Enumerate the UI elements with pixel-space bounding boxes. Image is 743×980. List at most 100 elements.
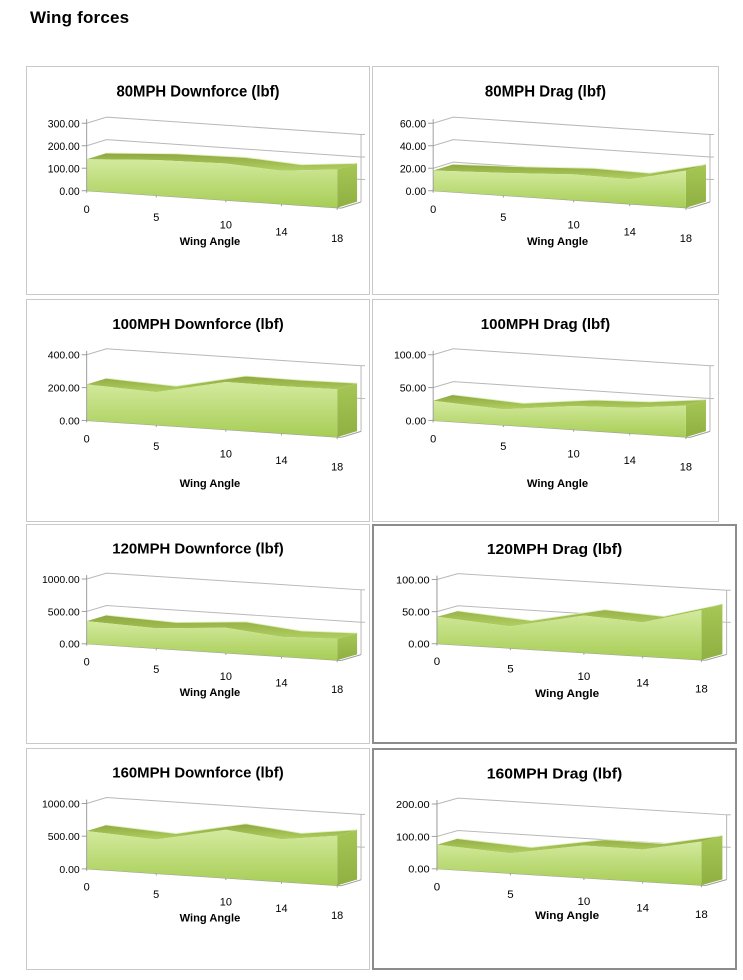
x-axis-depth-edge: [689, 430, 711, 438]
x-axis: [86, 868, 342, 887]
area-top-ribbon: [436, 835, 723, 854]
area-side-face: [701, 835, 723, 886]
y-axis-tick-label: 0.00: [408, 639, 430, 651]
x-axis: [433, 190, 690, 209]
chart-title: 100MPH Downforce (lbf): [112, 316, 283, 333]
y-axis-tick-label: 200.00: [48, 141, 80, 153]
y-axis-tick-label: 0.00: [59, 416, 79, 427]
x-axis-title: Wing Angle: [180, 687, 241, 699]
x-axis-depth-edge: [341, 430, 362, 438]
gridline: [436, 573, 727, 591]
y-axis-tick-label: 20.00: [400, 163, 426, 175]
chart-panel-100mph-drag-lbf: 100MPH Drag (lbf) 100.00 50.00 0.00 0 5 10 14 18…: [372, 299, 719, 522]
area-side-face: [337, 633, 358, 661]
chart-panel-120mph-drag-lbf: 120MPH Drag (lbf) 100.00 50.00 0.00 0 5 10 14 18…: [372, 524, 737, 744]
area-top-ribbon: [86, 615, 358, 639]
x-axis-title: Wing Angle: [180, 236, 241, 248]
area-top-ribbon: [86, 823, 358, 840]
y-axis-tick-label: 100.00: [396, 832, 430, 844]
gridline: [86, 348, 362, 367]
area-series: [436, 841, 702, 886]
x-axis-title: Wing Angle: [180, 478, 241, 490]
x-axis-tick-label: 10: [567, 448, 579, 460]
area-series: [86, 382, 338, 438]
gridline: [86, 139, 362, 158]
x-axis-tick-label: 14: [275, 903, 287, 915]
chart-120mph-drag-lbf: 120MPH Drag (lbf) 100.00 50.00 0.00 0 5 10 14 18…: [396, 542, 731, 701]
area-top-ribbon: [436, 604, 723, 627]
y-axis-tick-label: 1000.00: [42, 575, 80, 586]
x-axis-tick-label: 10: [220, 897, 232, 909]
x-axis-tick-label: 0: [430, 204, 436, 216]
area-side-face: [701, 604, 723, 660]
x-axis-tick-label: 14: [636, 903, 649, 915]
x-axis-title: Wing Angle: [535, 689, 599, 701]
x-axis: [436, 643, 706, 661]
x-axis-tick-label: 5: [153, 889, 159, 901]
y-axis-tick-label: 40.00: [400, 141, 426, 153]
x-axis-tick-label: 0: [84, 882, 90, 894]
page-title: Wing forces: [30, 8, 130, 27]
x-axis-tick-label: 14: [275, 678, 287, 690]
y-axis-tick-label: 500.00: [48, 832, 80, 843]
area-top-ribbon: [86, 153, 358, 171]
y-axis-tick-label: 0.00: [406, 416, 427, 427]
x-axis-depth-edge: [341, 201, 362, 209]
chart-title: 120MPH Downforce (lbf): [112, 542, 283, 558]
area-side-face: [337, 829, 358, 886]
x-axis-tick-label: 10: [220, 671, 232, 683]
x-axis-tick-label: 5: [507, 664, 513, 676]
gridline: [436, 797, 727, 816]
x-axis-tick-label: 18: [695, 684, 708, 696]
x-axis-tick-label: 18: [331, 462, 343, 474]
x-axis: [86, 419, 342, 438]
area-top-highlight: [457, 835, 723, 848]
x-axis-title: Wing Angle: [535, 910, 599, 922]
x-axis-tick-label: 14: [275, 455, 287, 467]
chart-panel-100mph-downforce-lbf: 100MPH Downforce (lbf) 400.00 200.00 0.00 0 5…: [26, 299, 370, 522]
area-top-ribbon: [433, 164, 706, 180]
area-series: [433, 170, 686, 208]
area-side-face: [337, 383, 358, 438]
x-axis-tick-label: 5: [500, 441, 506, 453]
area-series: [86, 159, 338, 208]
gridline: [86, 116, 362, 135]
y-axis-tick-label: 300.00: [48, 118, 80, 130]
chart-panel-160mph-downforce-lbf: 160MPH Downforce (lbf) 1000.00 500.00 0.00 0…: [26, 748, 370, 970]
chart-title: 160MPH Downforce (lbf): [112, 766, 283, 782]
chart-120mph-downforce-lbf: 120MPH Downforce (lbf) 1000.00 500.00 0.00 0…: [42, 542, 366, 699]
area-series: [436, 609, 702, 660]
gridline: [86, 605, 362, 623]
x-axis-tick-label: 0: [84, 656, 90, 668]
x-axis-tick-label: 5: [507, 889, 513, 901]
gridline: [433, 116, 711, 135]
area-top-highlight: [106, 614, 358, 634]
gridline: [433, 381, 711, 400]
x-axis-tick-label: 14: [624, 226, 636, 238]
x-axis-tick-label: 10: [220, 220, 232, 232]
chart-title: 80MPH Drag (lbf): [485, 84, 606, 101]
y-axis-tick-label: 400.00: [48, 351, 80, 362]
chart-panel-80mph-drag-lbf: 80MPH Drag (lbf) 60.00 40.00 20.00 0.00 0 5 10 1…: [372, 66, 719, 295]
x-axis-tick-label: 18: [680, 233, 692, 245]
y-axis-tick-label: 50.00: [400, 384, 427, 395]
y-axis-tick-label: 100.00: [396, 575, 430, 587]
gridline: [433, 348, 711, 367]
x-axis-title: Wing Angle: [180, 912, 241, 924]
x-axis-depth-edge: [341, 879, 362, 887]
x-axis-depth-edge: [705, 879, 727, 886]
x-axis: [436, 868, 706, 887]
y-axis-tick-label: 0.00: [406, 186, 427, 198]
x-axis-tick-label: 14: [636, 678, 649, 690]
chart-160mph-downforce-lbf: 160MPH Downforce (lbf) 1000.00 500.00 0.00 0…: [42, 766, 366, 924]
area-side-face: [685, 164, 706, 208]
gridline: [433, 139, 711, 158]
x-axis: [86, 643, 342, 662]
chart-title: 160MPH Drag (lbf): [487, 766, 623, 782]
y-axis-tick-label: 50.00: [402, 607, 430, 619]
y-axis-tick-label: 200.00: [48, 384, 80, 395]
chart-title: 100MPH Drag (lbf): [481, 316, 610, 333]
chart-100mph-downforce-lbf: 100MPH Downforce (lbf) 400.00 200.00 0.00 0 5…: [48, 316, 366, 490]
chart-80mph-drag-lbf: 80MPH Drag (lbf) 60.00 40.00 20.00 0.000 5 10 1…: [400, 84, 714, 248]
y-axis-tick-label: 0.00: [59, 865, 79, 876]
